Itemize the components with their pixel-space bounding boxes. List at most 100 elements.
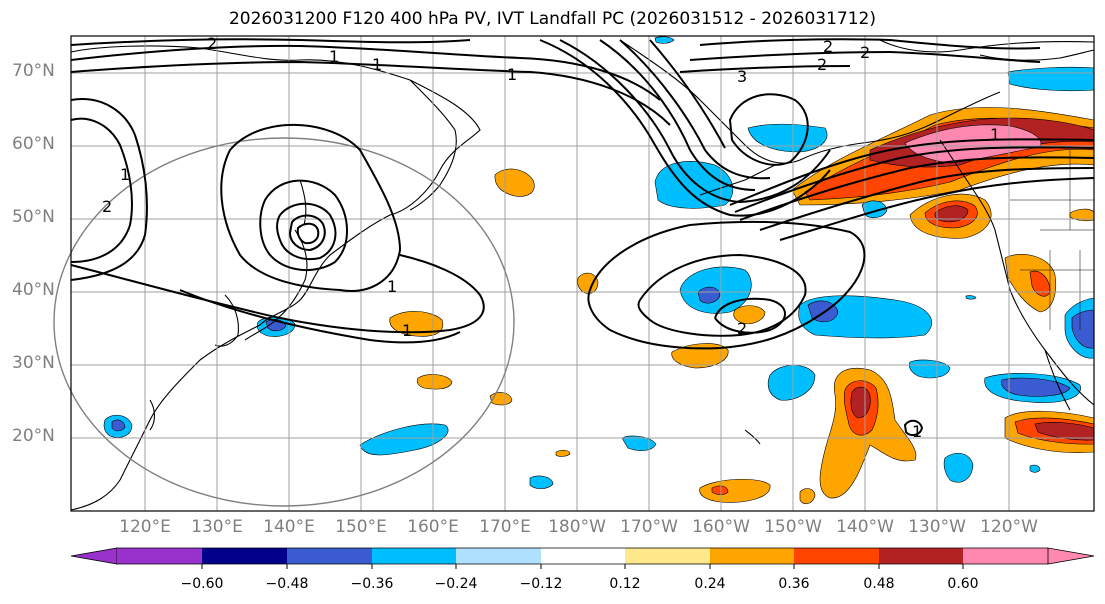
colorbar-bin xyxy=(879,548,963,564)
colorbar-tick-label: 0.24 xyxy=(694,576,726,592)
lon-label: 120°E xyxy=(119,517,171,537)
lon-label: 120°W xyxy=(980,517,1038,537)
pv-shading xyxy=(103,36,1095,505)
contour-north-2 xyxy=(70,60,671,126)
lat-label: 50°N xyxy=(12,207,55,227)
contour-west-low-outer xyxy=(220,123,402,292)
lon-label: 130°E xyxy=(191,517,243,537)
coast-nw-america xyxy=(939,139,1095,406)
contour-bering-fan-5 xyxy=(649,39,726,149)
negative-blob-hawaii xyxy=(621,435,657,451)
coast-kamchatka xyxy=(409,79,457,211)
contour-label: 2 xyxy=(860,43,870,62)
contour-label: 2 xyxy=(737,319,747,338)
map-title: 2026031200 F120 400 hPa PV, IVT Landfall… xyxy=(228,9,876,29)
negative-blob-sub3 xyxy=(908,359,951,379)
colorbar-tick-label: 0.12 xyxy=(609,576,641,592)
colorbar-tick-label: −0.12 xyxy=(519,576,563,592)
positive-blob-south2 xyxy=(799,488,816,505)
coast-korea xyxy=(214,294,239,347)
colorbar-tick-label: −0.48 xyxy=(265,576,309,592)
contour-bering-fan-4 xyxy=(619,39,771,180)
contour-small-loop-se xyxy=(903,419,924,437)
lon-label: 140°E xyxy=(263,517,315,537)
negative-blob-sub4 xyxy=(943,452,974,483)
contour-label: 1 xyxy=(912,422,922,441)
contour-west-edge xyxy=(70,117,133,263)
colorbar-tick-label: 0.60 xyxy=(947,576,979,592)
lat-label: 30°N xyxy=(12,353,55,373)
colorbar-bin xyxy=(117,548,202,564)
coast-alaska xyxy=(619,39,1001,164)
colorbar-bin xyxy=(456,548,541,564)
contour-west-tongue-2 xyxy=(179,289,461,344)
contour-north-3 xyxy=(70,38,471,46)
colorbar-bin xyxy=(625,548,710,564)
map-background xyxy=(71,36,1094,511)
negative-blob-sw-inner xyxy=(111,419,126,432)
positive-blob-south-inner xyxy=(711,485,729,495)
coast-aleutian xyxy=(699,164,776,196)
coastlines xyxy=(70,39,1095,511)
colorbar-bin xyxy=(372,548,456,564)
contour-top-arc-3 xyxy=(679,65,851,73)
contour-west-low-4 xyxy=(288,214,326,252)
negative-blob-dot xyxy=(965,295,977,300)
contour-west-tongue xyxy=(70,254,485,334)
coast-japan xyxy=(244,229,308,341)
colorbar-bin xyxy=(541,548,625,564)
coast-taiwan xyxy=(149,399,156,431)
contour-label: 1 xyxy=(402,321,412,340)
contour-top-arc xyxy=(699,38,1041,50)
contour-jet-1 xyxy=(729,138,1095,206)
colorbar-tick-label: −0.24 xyxy=(434,576,478,592)
contour-loop-alaska xyxy=(728,93,809,166)
positive-blob-small xyxy=(555,449,571,457)
lon-label: 170°E xyxy=(479,517,531,537)
positive-blob-uswest xyxy=(1004,254,1057,313)
contour-label: 2 xyxy=(102,197,112,216)
contour-label: 1 xyxy=(329,47,339,66)
ivt-contours xyxy=(70,38,1095,437)
positive-blob-south xyxy=(699,478,771,503)
colorbar-bin xyxy=(202,548,287,564)
lon-label: 180°W xyxy=(548,517,606,537)
contour-west-low-2 xyxy=(259,179,348,272)
positive-blob-nw-japan xyxy=(389,311,444,337)
lat-label: 60°N xyxy=(12,134,55,154)
negative-blob-sub1-inner xyxy=(1001,377,1071,397)
contour-trough-inner xyxy=(714,297,786,334)
contour-label: 3 xyxy=(737,67,747,86)
negative-blob-gulf-inner xyxy=(697,286,721,304)
colorbar-bin xyxy=(287,548,372,564)
contour-labels: 2 1 1 2 2 2 3 1 1 2 1 1 2 1 1 xyxy=(102,34,1000,441)
colorbar xyxy=(70,547,1095,569)
lon-label: 150°E xyxy=(335,517,387,537)
lat-label: 70°N xyxy=(12,61,55,81)
colorbar-bin xyxy=(963,548,1048,564)
negative-blob-east-inner xyxy=(807,300,839,323)
colorbar-bin xyxy=(710,548,794,564)
coast-asia xyxy=(70,45,481,511)
positive-blob-mid xyxy=(416,374,453,390)
contour-west-low-3 xyxy=(276,202,337,260)
contour-label: 2 xyxy=(817,55,827,74)
coast-sakhalin xyxy=(299,179,307,226)
lon-label: 140°W xyxy=(836,517,894,537)
contour-jet-4 xyxy=(759,167,1095,231)
positive-tongue-central-core xyxy=(850,386,871,419)
positive-blob-trough2 xyxy=(733,305,766,325)
contour-west-edge-2 xyxy=(70,98,148,281)
contour-jet-5 xyxy=(779,177,1095,241)
lon-label: 150°W xyxy=(764,517,822,537)
negative-blob-wake xyxy=(359,423,449,456)
negative-blob-south-small xyxy=(529,475,554,489)
contour-top-arc-2 xyxy=(689,50,1041,63)
contour-label: 1 xyxy=(507,65,517,84)
colorbar-tick-label: −0.60 xyxy=(180,576,224,592)
gridlines xyxy=(71,36,1094,511)
negative-blob-arctic xyxy=(654,36,675,44)
contour-jet-3 xyxy=(739,156,1095,221)
coast-hawaii xyxy=(744,429,761,445)
